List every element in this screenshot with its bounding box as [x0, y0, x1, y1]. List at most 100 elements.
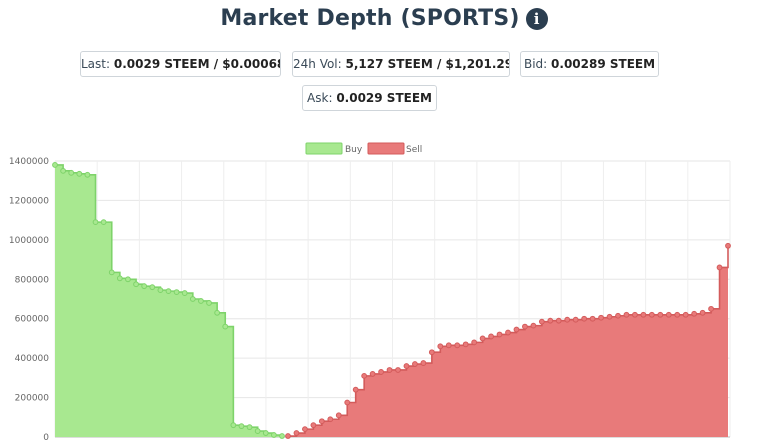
bid-value: 0.00289 STEEM [551, 57, 656, 71]
sell-point [674, 311, 681, 318]
sell-point [716, 264, 723, 271]
depth-chart[interactable]: 0 200000 400000 600000 800000 1000000 1200000 1… [0, 138, 768, 445]
sell-point [327, 416, 334, 423]
legend-sell-label: Sell [406, 145, 422, 155]
y-axis: 0 200000 400000 600000 800000 1000000 1200000 1… [9, 157, 49, 443]
sell-point [691, 310, 698, 317]
page-header: Market Depth (SPORTS) i [0, 6, 768, 36]
buy-point [92, 219, 99, 226]
buy-area [55, 164, 282, 437]
sell-point [581, 315, 588, 322]
sell-point [395, 367, 401, 373]
sell-point [513, 326, 520, 333]
buy-point [181, 290, 188, 296]
y-tick-label: 600000 [15, 315, 50, 325]
sell-point [648, 311, 655, 318]
buy-point [125, 276, 131, 283]
buy-point [149, 284, 156, 291]
buy-point [173, 289, 180, 296]
sell-point [386, 367, 393, 373]
sell-point [598, 314, 604, 321]
sell-point [302, 426, 308, 433]
buy-point [165, 288, 172, 295]
legend-buy-label: Buy [345, 145, 363, 155]
sell-area [288, 245, 728, 437]
sell-point [725, 242, 731, 249]
page-title: Market Depth (SPORTS) [220, 6, 520, 31]
sell-point [445, 342, 452, 349]
buy-point [157, 287, 164, 294]
y-tick-label: 400000 [15, 354, 50, 364]
sell-point [352, 386, 359, 393]
sell-point [454, 342, 461, 349]
sell-point [437, 343, 444, 350]
buy-point [189, 296, 196, 302]
sell-point [555, 317, 562, 324]
buy-point [141, 283, 148, 290]
sell-point [361, 372, 368, 379]
sell-point [632, 311, 638, 318]
legend-sell-swatch[interactable] [367, 142, 405, 155]
sell-point [708, 305, 714, 312]
last-price-label: Last: [81, 57, 111, 71]
chart-points [52, 162, 731, 439]
sell-point [572, 316, 579, 323]
buy-point [60, 167, 67, 174]
sell-point [547, 317, 554, 324]
volume-badge: 24h Vol: 5,127 STEEM / $1,201.29 [292, 51, 510, 77]
last-price-badge: Last: 0.0029 STEEM / $0.00068 [80, 51, 281, 77]
ask-badge: Ask: 0.0029 STEEM [302, 85, 437, 111]
sell-point [530, 322, 537, 329]
y-tick-label: 800000 [15, 275, 50, 285]
bid-label: Bid: [523, 57, 548, 71]
sell-point [538, 318, 545, 325]
sell-point [420, 360, 427, 366]
buy-point [206, 300, 212, 306]
buy-point [52, 162, 58, 168]
sell-point [462, 341, 469, 348]
buy-point [108, 269, 115, 276]
legend-buy-swatch[interactable] [305, 142, 343, 155]
sell-point [682, 311, 689, 318]
sell-point [403, 363, 410, 369]
sell-point [640, 311, 647, 318]
ask-label: Ask: [307, 91, 333, 105]
sell-point [564, 316, 571, 323]
sell-point [378, 369, 384, 375]
buy-point [262, 430, 269, 436]
buy-point [230, 422, 237, 429]
sell-point [428, 349, 435, 356]
sell-point [471, 339, 478, 346]
sell-point [496, 331, 503, 338]
chart-legend: Buy Sell [305, 142, 422, 155]
sell-point [479, 335, 486, 342]
sell-point [318, 418, 325, 425]
buy-point [279, 433, 285, 439]
buy-point [76, 170, 83, 177]
bid-badge: Bid: 0.00289 STEEM [520, 51, 659, 77]
sell-point [344, 399, 351, 406]
volume-value: 5,127 STEEM / $1,201.29 [345, 57, 510, 71]
sell-point [615, 312, 621, 319]
y-tick-label: 0 [43, 433, 49, 443]
sell-point [657, 311, 664, 318]
sell-point [369, 371, 376, 377]
ask-value: 0.0029 STEEM [336, 91, 432, 105]
sell-point [606, 313, 613, 320]
buy-point [198, 298, 204, 304]
chart-areas [55, 164, 729, 437]
buy-point [214, 309, 221, 316]
sell-point [335, 412, 342, 419]
buy-point [100, 219, 107, 226]
y-tick-label: 1400000 [9, 157, 49, 167]
buy-point [254, 428, 261, 434]
buy-point [133, 281, 139, 288]
buy-point [68, 169, 75, 176]
buy-point [222, 323, 229, 330]
buy-point [84, 171, 91, 178]
y-tick-label: 200000 [15, 394, 50, 404]
buy-point [246, 424, 253, 431]
sell-point [285, 433, 291, 439]
sell-point [665, 311, 672, 318]
info-icon[interactable]: i [525, 7, 548, 30]
